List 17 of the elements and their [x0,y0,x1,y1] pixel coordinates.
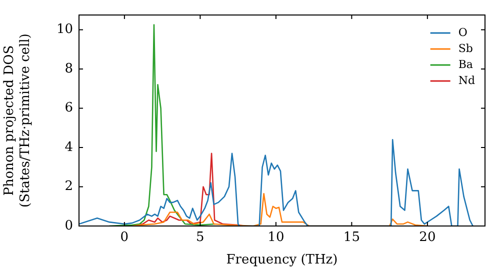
y-tick-label: 10 [56,22,73,38]
x-axis-title: Frequency (THz) [226,252,338,268]
x-tick-label: 15 [343,230,360,246]
legend-label: Ba [458,58,474,71]
legend-label: Nd [458,74,476,87]
y-axis-title: Phonon projected DOS (States/THz·primitive cell) [2,33,33,208]
y-tick-label: 8 [64,61,73,76]
y-tick-label: 6 [64,100,73,116]
legend-label: O [458,26,468,39]
y-tick-label: 0 [64,218,73,234]
x-tick-label: 10 [268,230,284,246]
y-tick-label: 2 [64,179,73,194]
x-tick-label: 20 [419,230,436,246]
x-tick-label: 5 [196,230,204,246]
x-tick-label: 0 [120,230,129,246]
legend-label: Sb [458,42,473,55]
y-tick-label: 4 [64,140,73,155]
